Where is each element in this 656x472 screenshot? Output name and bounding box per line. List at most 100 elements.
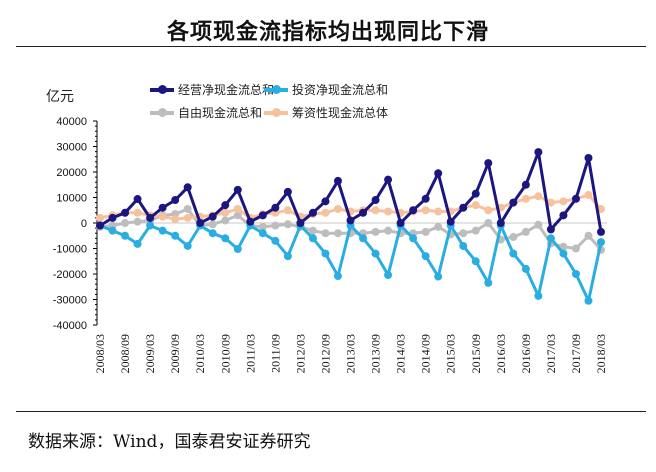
data-point [459,229,468,238]
title-divider [16,46,646,47]
data-point [509,249,518,258]
data-point [546,225,555,234]
y-tick-label: -40000 [53,320,87,332]
data-point [133,239,142,248]
data-point [559,242,568,251]
legend-label: 筹资性现金流总体 [292,106,389,120]
data-point [221,234,230,243]
data-point [321,208,330,217]
data-point [321,249,330,258]
data-point [384,226,393,235]
data-point [108,213,117,222]
y-tick-label: 0 [81,218,87,230]
data-point [396,219,405,227]
data-point [434,169,443,178]
data-point [258,229,267,238]
data-point [233,211,242,220]
x-tick-label: 2011/03 [243,334,257,373]
x-tick-label: 2016/03 [494,334,508,373]
x-tick-label: 2009/03 [143,334,157,373]
data-point [584,153,593,162]
data-point [283,206,292,215]
x-tick-label: 2010/03 [193,334,207,373]
data-point [521,227,530,236]
data-point [534,192,543,201]
data-point [559,211,568,220]
data-point [108,226,117,235]
data-point [559,249,568,258]
data-point [546,198,555,207]
x-tick-label: 2010/09 [218,334,232,373]
data-point [121,231,130,240]
data-point [434,222,443,231]
data-point [409,234,418,243]
data-point [233,185,242,194]
data-point [308,234,317,243]
data-point [333,176,342,185]
legend-item-investing: 投资净现金流总和 [264,81,388,98]
legend-swatch [264,107,288,117]
data-point [283,252,292,261]
x-tick-label: 2015/09 [469,334,483,373]
data-point [571,244,580,253]
data-point [597,238,605,247]
data-point [133,195,142,204]
data-point [471,226,480,235]
data-point [421,194,430,203]
x-tick-label: 2013/09 [369,334,383,373]
data-point [133,217,142,226]
data-point [359,208,368,217]
x-tick-label: 2008/03 [93,334,107,373]
data-point [459,241,468,250]
chart-title: 各项现金流指标均出现同比下滑 [166,19,489,45]
data-point [384,271,393,280]
data-point [471,257,480,266]
data-point [471,201,480,210]
data-point [597,227,605,236]
data-point [421,252,430,261]
data-point [258,222,267,231]
legend-swatch [264,84,288,94]
data-point [534,148,543,157]
data-point [521,194,530,203]
data-point [271,221,280,230]
legend-label: 自由现金流总和 [178,106,263,120]
data-point [434,207,443,216]
data-point [371,249,380,258]
data-point [521,180,530,189]
data-point [283,220,292,229]
data-source: 数据来源：Wind，国泰君安证券研究 [28,432,311,452]
data-point [146,221,155,230]
data-point [471,189,480,198]
data-point [509,198,518,207]
data-point [233,245,242,254]
legend-item-financing: 筹资性现金流总体 [264,104,388,121]
data-point [496,219,505,227]
y-tick-label: 20000 [56,167,87,179]
data-point [384,175,393,184]
data-point [171,231,180,240]
data-point [296,219,305,227]
x-tick-label: 2017/03 [544,334,558,373]
data-point [597,204,605,213]
data-point [158,203,167,212]
x-tick-label: 2018/03 [594,334,608,373]
legend-item-free: 自由现金流总和 [150,104,262,121]
data-point [333,272,342,281]
y-tick-label: -30000 [53,295,87,307]
data-point [183,183,192,192]
data-point [321,197,330,206]
data-point [484,159,493,168]
y-tick-label: -10000 [53,244,87,256]
data-point [571,194,580,203]
data-point [346,216,355,225]
data-point [546,234,555,243]
data-point [158,226,167,235]
data-point [146,213,155,222]
data-point [446,217,455,226]
data-point [434,272,443,281]
data-point [308,208,317,217]
data-point [371,206,380,215]
legend-item-operating: 经营净现金流总和 [150,81,274,98]
